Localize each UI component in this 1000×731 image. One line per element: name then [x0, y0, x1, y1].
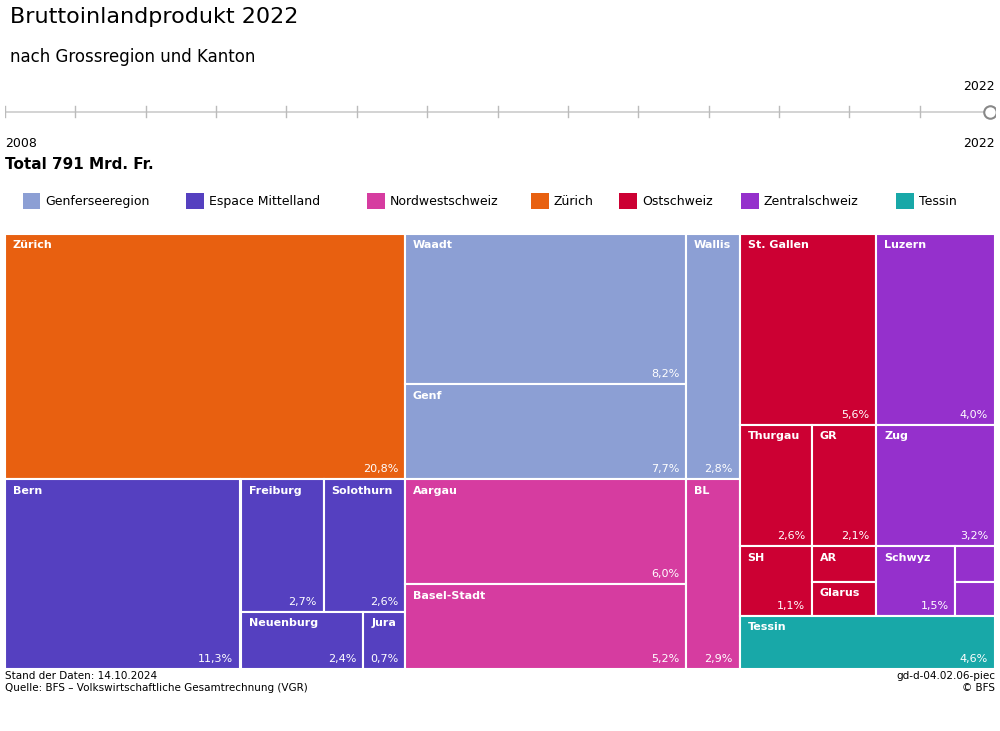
Text: Ostschweiz: Ostschweiz — [642, 194, 712, 208]
Text: 1,1%: 1,1% — [777, 601, 805, 610]
Text: Neuenburg: Neuenburg — [249, 618, 318, 629]
FancyBboxPatch shape — [955, 546, 995, 582]
Text: 2022: 2022 — [963, 80, 995, 94]
Text: Stand der Daten: 14.10.2024
Quelle: BFS – Volkswirtschaftliche Gesamtrechnung (V: Stand der Daten: 14.10.2024 Quelle: BFS … — [5, 671, 308, 693]
Text: Glarus: Glarus — [820, 588, 860, 599]
Text: 2008: 2008 — [5, 137, 37, 150]
Text: Genf: Genf — [413, 390, 442, 401]
Text: 4,6%: 4,6% — [960, 654, 988, 664]
Text: 4,0%: 4,0% — [960, 409, 988, 420]
FancyBboxPatch shape — [896, 193, 914, 209]
Text: 2022: 2022 — [963, 137, 995, 150]
FancyBboxPatch shape — [812, 546, 876, 582]
Text: Bern: Bern — [13, 486, 42, 496]
Text: 2,6%: 2,6% — [777, 531, 805, 541]
FancyBboxPatch shape — [741, 193, 759, 209]
FancyBboxPatch shape — [405, 585, 686, 669]
Text: 8,2%: 8,2% — [651, 368, 679, 379]
Text: St. Gallen: St. Gallen — [748, 240, 808, 251]
Text: 2,6%: 2,6% — [370, 596, 398, 607]
Text: Total 791 Mrd. Fr.: Total 791 Mrd. Fr. — [5, 157, 154, 172]
FancyBboxPatch shape — [363, 612, 405, 669]
FancyBboxPatch shape — [812, 582, 876, 616]
FancyBboxPatch shape — [5, 234, 405, 480]
Text: Zentralschweiz: Zentralschweiz — [764, 194, 858, 208]
Text: 7,7%: 7,7% — [651, 464, 679, 474]
Text: Jura: Jura — [371, 618, 396, 629]
Text: 2,1%: 2,1% — [841, 531, 869, 541]
FancyBboxPatch shape — [241, 612, 363, 669]
FancyBboxPatch shape — [367, 193, 385, 209]
Text: BL: BL — [694, 486, 709, 496]
FancyBboxPatch shape — [5, 480, 240, 669]
FancyBboxPatch shape — [812, 425, 876, 546]
FancyBboxPatch shape — [241, 480, 324, 612]
Text: Zürich: Zürich — [554, 194, 594, 208]
Text: Thurgau: Thurgau — [748, 431, 800, 442]
Text: 5,2%: 5,2% — [651, 654, 679, 664]
Text: Freiburg: Freiburg — [249, 486, 301, 496]
Text: Tessin: Tessin — [748, 622, 786, 632]
FancyBboxPatch shape — [186, 193, 204, 209]
Text: 11,3%: 11,3% — [198, 654, 233, 664]
Text: SH: SH — [748, 553, 765, 563]
FancyBboxPatch shape — [405, 480, 686, 585]
Text: Basel-Stadt: Basel-Stadt — [413, 591, 485, 601]
Text: Nordwestschweiz: Nordwestschweiz — [390, 194, 498, 208]
FancyBboxPatch shape — [740, 546, 812, 616]
FancyBboxPatch shape — [23, 193, 40, 209]
Text: 3,2%: 3,2% — [960, 531, 988, 541]
FancyBboxPatch shape — [405, 234, 686, 384]
Text: Solothurn: Solothurn — [332, 486, 393, 496]
Text: Wallis: Wallis — [694, 240, 731, 251]
Text: Bruttoinlandprodukt 2022: Bruttoinlandprodukt 2022 — [10, 7, 298, 27]
Text: Zürich: Zürich — [13, 240, 53, 251]
FancyBboxPatch shape — [619, 193, 637, 209]
Text: Zug: Zug — [884, 431, 908, 442]
FancyBboxPatch shape — [531, 193, 549, 209]
Text: 5,6%: 5,6% — [841, 409, 869, 420]
Text: Espace Mittelland: Espace Mittelland — [209, 194, 320, 208]
Text: 2,8%: 2,8% — [704, 464, 733, 474]
FancyBboxPatch shape — [405, 384, 686, 480]
FancyBboxPatch shape — [876, 425, 995, 546]
Text: Aargau: Aargau — [413, 486, 458, 496]
Text: nach Grossregion und Kanton: nach Grossregion und Kanton — [10, 48, 255, 66]
Text: 1,5%: 1,5% — [920, 601, 948, 610]
FancyBboxPatch shape — [324, 480, 405, 612]
FancyBboxPatch shape — [740, 616, 995, 669]
FancyBboxPatch shape — [876, 546, 955, 616]
Text: Schwyz: Schwyz — [884, 553, 930, 563]
Text: 0,7%: 0,7% — [370, 654, 398, 664]
Text: gd-d-04.02.06-piec
© BFS: gd-d-04.02.06-piec © BFS — [896, 671, 995, 693]
FancyBboxPatch shape — [686, 480, 740, 669]
Text: AR: AR — [820, 553, 837, 563]
FancyBboxPatch shape — [686, 234, 740, 480]
Text: GR: GR — [820, 431, 837, 442]
Text: Genferseeregion: Genferseeregion — [45, 194, 150, 208]
Text: 6,0%: 6,0% — [651, 569, 679, 579]
Text: 2,4%: 2,4% — [328, 654, 356, 664]
FancyBboxPatch shape — [876, 234, 995, 425]
Text: Tessin: Tessin — [919, 194, 957, 208]
Text: 20,8%: 20,8% — [363, 464, 398, 474]
Text: Luzern: Luzern — [884, 240, 926, 251]
Text: 2,7%: 2,7% — [288, 596, 317, 607]
FancyBboxPatch shape — [955, 582, 995, 616]
Text: Waadt: Waadt — [413, 240, 453, 251]
FancyBboxPatch shape — [740, 425, 812, 546]
Text: 2,9%: 2,9% — [704, 654, 733, 664]
FancyBboxPatch shape — [740, 234, 876, 425]
